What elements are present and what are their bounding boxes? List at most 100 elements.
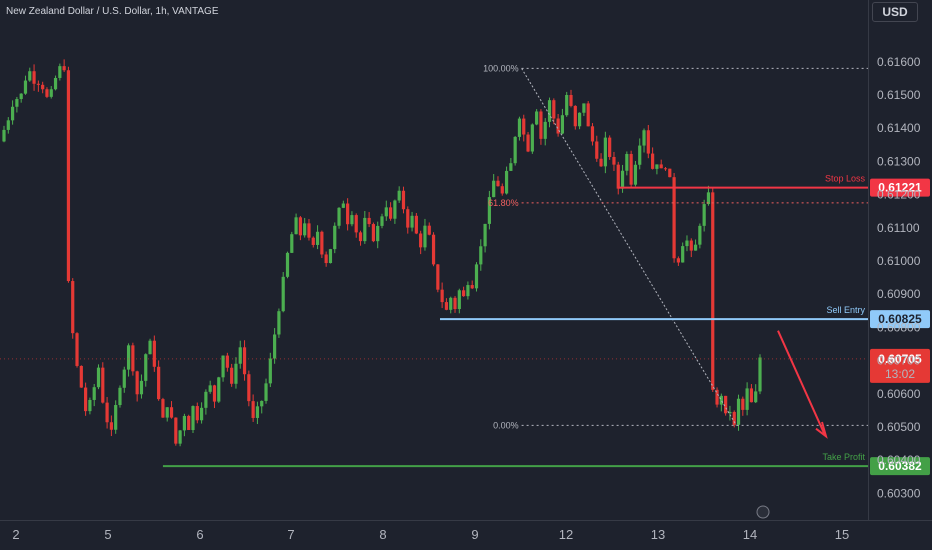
candle-bullish xyxy=(221,355,225,378)
candle-bullish xyxy=(182,415,187,431)
candle-bearish xyxy=(676,258,680,263)
fibonacci-retracement[interactable]: 100.00% 61.80% 0.00% xyxy=(483,63,868,430)
candle-bearish xyxy=(36,83,40,85)
projection-arrow xyxy=(777,330,828,439)
candle-bullish xyxy=(479,246,483,265)
candle-bearish xyxy=(131,345,135,372)
candle-bullish xyxy=(483,223,487,247)
candle-bullish xyxy=(758,357,762,392)
candle-bullish xyxy=(92,387,96,400)
candle-bearish xyxy=(599,158,603,167)
candle-bearish xyxy=(401,190,406,210)
candle-bearish xyxy=(522,118,526,135)
candle-bullish xyxy=(728,411,732,414)
candle-bullish xyxy=(264,383,268,401)
candle-bullish xyxy=(2,129,6,142)
candle-bullish xyxy=(535,111,539,125)
candle-bullish xyxy=(28,71,32,81)
candle-bearish xyxy=(84,387,88,412)
candle-bearish xyxy=(444,302,449,310)
replay-icon xyxy=(756,505,770,519)
candle-bearish xyxy=(724,395,728,414)
candle-bearish xyxy=(646,130,650,154)
candle-bullish xyxy=(277,311,281,335)
price-tick-label: 0.61300 xyxy=(877,154,921,168)
candle-bearish xyxy=(741,398,745,410)
candle-bearish xyxy=(453,297,457,310)
current-price: 0.60705 xyxy=(878,352,922,366)
candle-bearish xyxy=(346,203,350,225)
fib-level-label: 100.00% xyxy=(483,63,519,73)
candle-bullish xyxy=(565,94,569,116)
candle-bearish xyxy=(663,168,668,170)
price-tick-label: 0.60500 xyxy=(877,420,921,434)
candle-bearish xyxy=(595,141,599,159)
candle-bullish xyxy=(294,217,298,235)
candle-bearish xyxy=(629,153,633,185)
price-tick-label: 0.61400 xyxy=(877,121,921,135)
candle-bearish xyxy=(169,407,174,418)
candle-bearish xyxy=(311,237,315,245)
candle-bearish xyxy=(672,177,676,259)
candle-bullish xyxy=(165,407,169,418)
trade-levels[interactable]: Stop Loss 0.61221 Sell Entry 0.60825 Take Pr… xyxy=(0,174,930,476)
candle-bearish xyxy=(436,264,440,290)
price-tick-label: 0.60800 xyxy=(877,320,921,334)
candle-bearish xyxy=(573,105,577,127)
take-profit-price-tag xyxy=(870,457,930,476)
sell-entry-price-tag xyxy=(870,310,930,329)
candle-bullish xyxy=(633,164,638,185)
candle-bullish xyxy=(337,207,341,226)
candle-bullish xyxy=(6,120,10,130)
chart-title: New Zealand Dollar / U.S. Dollar, 1h, VA… xyxy=(6,6,219,17)
candle-bullish xyxy=(655,164,659,169)
candle-bullish xyxy=(217,377,221,402)
price-tick-label: 0.60700 xyxy=(877,354,921,368)
currency-selector[interactable]: USD xyxy=(872,2,918,22)
candle-bearish xyxy=(298,217,302,236)
candle-bullish xyxy=(410,215,414,228)
candle-bullish xyxy=(449,297,453,310)
candle-bearish xyxy=(71,281,75,334)
price-tick-label: 0.61500 xyxy=(877,88,921,102)
candle-bearish xyxy=(367,217,371,225)
candle-bearish xyxy=(79,365,83,388)
candle-bullish xyxy=(620,170,625,189)
candle-bullish xyxy=(754,391,758,403)
candle-bullish xyxy=(376,225,380,242)
candle-bullish xyxy=(285,252,290,277)
take-profit-label: Take Profit xyxy=(822,452,865,462)
candle-bullish xyxy=(736,398,741,425)
candle-bearish xyxy=(388,207,393,219)
candle-bearish xyxy=(419,233,423,248)
candle-bearish xyxy=(320,231,324,255)
candle-bearish xyxy=(371,224,376,242)
candle-bearish xyxy=(500,186,504,194)
candle-bearish xyxy=(135,371,139,395)
candle-bearish xyxy=(75,333,79,366)
candle-bearish xyxy=(358,232,363,242)
candle-bullish xyxy=(139,380,144,395)
candle-bearish xyxy=(668,168,672,178)
candle-bearish xyxy=(157,366,161,400)
candle-bullish xyxy=(638,145,642,165)
time-tick-label: 5 xyxy=(104,527,111,542)
candle-bullish xyxy=(260,400,264,407)
candle-bearish xyxy=(32,71,36,84)
time-tick-label: 2 xyxy=(12,527,19,542)
candle-bullish xyxy=(144,354,148,381)
fib-level-label: 0.00% xyxy=(493,420,519,430)
candle-bearish xyxy=(41,84,45,90)
candle-bullish xyxy=(681,246,685,263)
candle-bearish xyxy=(556,118,560,134)
candle-bearish xyxy=(62,66,66,71)
time-tick-label: 8 xyxy=(379,527,386,542)
price-tick-label: 0.61600 xyxy=(877,55,921,69)
candle-bullish xyxy=(530,124,534,152)
fib-trend-line xyxy=(521,68,737,426)
candle-bearish xyxy=(152,340,156,367)
candle-bullish xyxy=(118,387,122,406)
candle-bullish xyxy=(10,106,15,121)
